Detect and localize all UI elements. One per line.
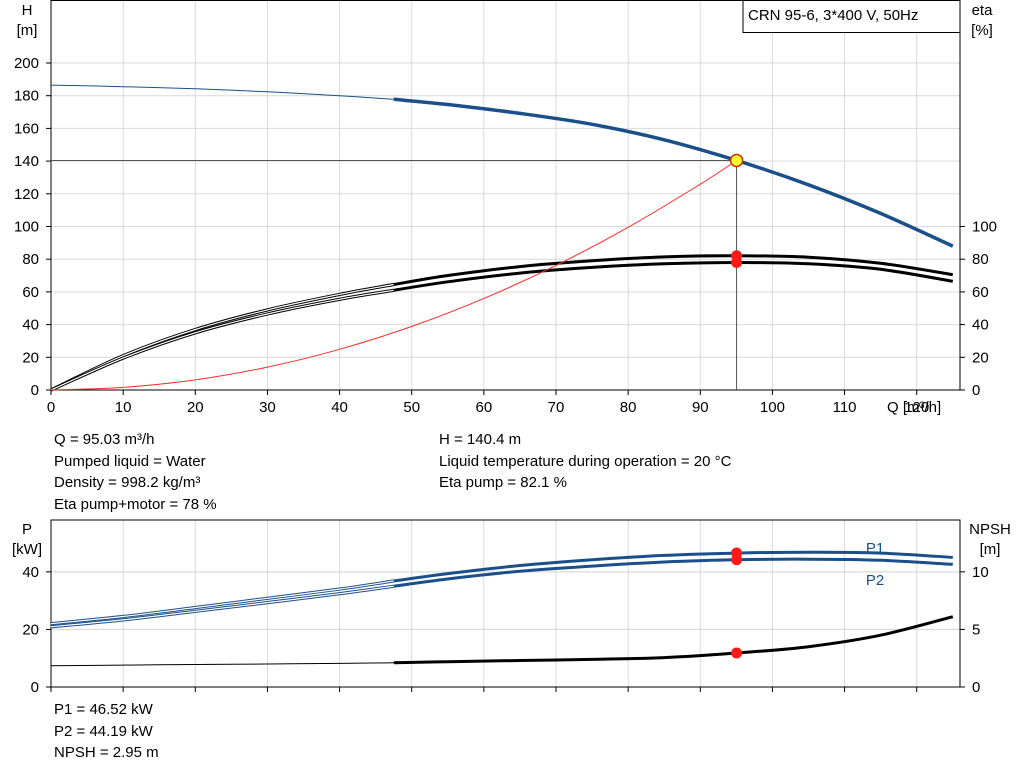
info-head: H = 140.4 m	[439, 431, 522, 448]
eta-pump-extended-inner	[50, 283, 394, 391]
info-density: Density = 998.2 kg/m³	[54, 474, 201, 491]
y2-tick-label: 100	[972, 219, 997, 236]
head-duty-marker	[729, 153, 744, 168]
y2-axis-label: eta	[972, 2, 994, 19]
head-curve-curve	[393, 97, 954, 248]
npsh-tick-label: 10	[972, 564, 989, 581]
power-axis-unit: [kW]	[12, 541, 42, 558]
x-tick-label: 90	[692, 399, 709, 416]
y-tick-label: 200	[14, 55, 39, 72]
chart-title: CRN 95-6, 3*400 V, 50Hz	[748, 7, 918, 24]
npsh-duty-marker	[731, 647, 743, 659]
npsh-curve	[393, 615, 954, 665]
y-tick-label: 180	[14, 88, 39, 105]
info-npsh: NPSH = 2.95 m	[54, 744, 159, 761]
p1-extended	[50, 579, 394, 626]
y-tick-label: 0	[31, 382, 39, 399]
x-tick-label: 40	[331, 399, 348, 416]
x-tick-label: 110	[833, 399, 857, 416]
eta-pump-curve	[393, 254, 954, 286]
eta-pump-motor-duty-marker	[731, 256, 743, 268]
info-p1: P1 = 46.52 kW	[54, 701, 153, 718]
y2-tick-label: 80	[972, 251, 989, 268]
system-curve	[50, 159, 737, 391]
npsh-tick-label: 0	[972, 679, 980, 696]
p2-duty-marker	[731, 554, 743, 566]
x-tick-label: 30	[259, 399, 276, 416]
y2-tick-label: 0	[972, 382, 980, 399]
y-axis-label: H	[22, 2, 33, 19]
eta-pump-motor-extended-inner	[50, 289, 394, 391]
y-tick-label: 80	[22, 251, 39, 268]
x-tick-label: 0	[47, 399, 55, 416]
info-liquid-temperature: Liquid temperature during operation = 20…	[439, 452, 732, 470]
lower-plot-frame	[50, 519, 961, 688]
duty-info-left: Q = 95.03 m³/h Pumped liquid = Water Den…	[54, 429, 217, 515]
p2-curve	[393, 557, 953, 588]
x-tick-label: 50	[403, 399, 420, 416]
y-tick-label: 100	[14, 219, 39, 236]
power-tick-label: 20	[22, 621, 39, 638]
x-axis-label: Q [m³/h]	[887, 399, 941, 416]
info-eta-pump: Eta pump = 82.1 %	[439, 474, 567, 491]
p1-legend-label: P1	[866, 540, 884, 557]
title-box	[742, 0, 961, 33]
y-tick-label: 60	[22, 284, 39, 301]
eta-pump-motor-curve	[393, 260, 954, 292]
y-tick-label: 160	[14, 120, 39, 137]
x-tick-label: 100	[760, 399, 785, 416]
power-axis-label: P	[22, 521, 32, 538]
power-tick-label: 0	[31, 679, 39, 696]
npsh-axis-unit: [m]	[980, 541, 1001, 558]
info-pumped-liquid: Pumped liquid = Water	[54, 452, 206, 470]
power-info: P1 = 46.52 kW P2 = 44.19 kW NPSH = 2.95 …	[54, 699, 159, 764]
pump-curve-chart: CRN 95-6, 3*400 V, 50HzH[m]0204060801001…	[12, 0, 1011, 696]
x-tick-label: 60	[476, 399, 493, 416]
x-tick-label: 120	[904, 399, 929, 416]
info-p2: P2 = 44.19 kW	[54, 722, 153, 740]
head-curve-extended	[50, 84, 394, 100]
y-tick-label: 20	[22, 349, 39, 366]
npsh-axis-label: NPSH	[969, 521, 1011, 538]
x-tick-label: 20	[187, 399, 204, 416]
upper-plot-frame	[50, 0, 961, 391]
y2-axis-unit: [%]	[971, 22, 993, 39]
x-tick-label: 70	[548, 399, 565, 416]
y-axis-unit: [m]	[17, 22, 38, 39]
p1-curve	[393, 550, 953, 583]
y-tick-label: 40	[22, 317, 39, 334]
y-tick-label: 120	[14, 186, 39, 203]
x-tick-label: 80	[620, 399, 637, 416]
info-eta-pump-motor: Eta pump+motor = 78 %	[54, 495, 217, 513]
x-tick-label: 10	[115, 399, 132, 416]
info-flow: Q = 95.03 m³/h	[54, 431, 155, 448]
duty-info-right: H = 140.4 m Liquid temperature during op…	[439, 429, 731, 494]
p1-extended-inner	[50, 580, 394, 625]
y2-tick-label: 20	[972, 349, 989, 366]
npsh-tick-label: 5	[972, 621, 980, 638]
p2-extended-inner	[50, 585, 394, 628]
eta-pump-motor-extended	[50, 288, 394, 392]
p2-extended	[50, 584, 394, 629]
power-tick-label: 40	[22, 564, 39, 581]
y2-tick-label: 60	[972, 284, 989, 301]
p2-legend-label: P2	[866, 572, 884, 589]
y-tick-label: 140	[14, 153, 39, 170]
npsh-extended	[50, 662, 394, 667]
y2-tick-label: 40	[972, 317, 989, 334]
